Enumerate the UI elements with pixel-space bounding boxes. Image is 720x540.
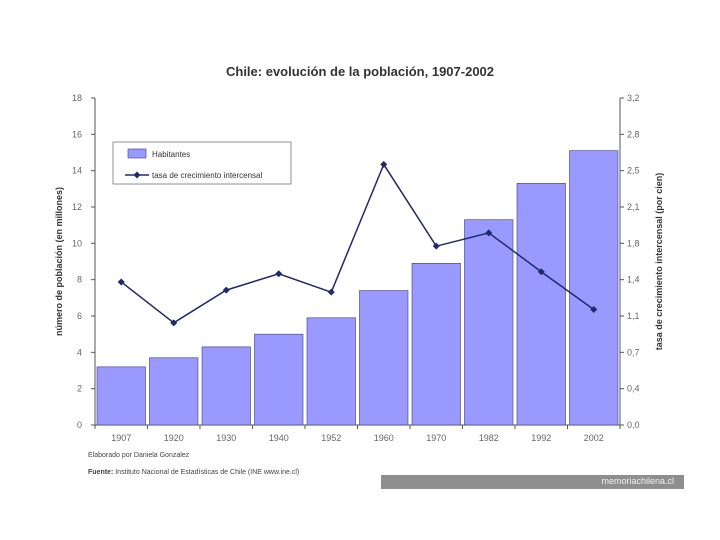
growth-rate-marker — [327, 288, 335, 296]
right-tick-label: 2,8 — [627, 129, 640, 139]
x-tick-label: 1930 — [216, 433, 236, 443]
right-tick-label: 1,8 — [627, 238, 640, 248]
legend-bar-label: Habitantes — [152, 150, 190, 159]
bar — [516, 183, 566, 426]
bar — [149, 357, 199, 426]
x-tick-label: 1952 — [321, 433, 341, 443]
left-tick-label: 14 — [72, 166, 82, 176]
bar — [96, 366, 146, 426]
left-tick-label: 12 — [72, 202, 82, 212]
legend-line-marker — [133, 171, 141, 179]
left-tick-label: 6 — [77, 311, 82, 321]
left-tick-label: 2 — [77, 384, 82, 394]
x-tick-label: 1970 — [426, 433, 446, 443]
x-tick-label: 1940 — [269, 433, 289, 443]
left-tick-label: 10 — [72, 238, 82, 248]
left-tick-label: 18 — [72, 93, 82, 103]
watermark-bar: memoriachilena.cl — [381, 475, 684, 489]
legend-line-label: tasa de crecimiento intercensal — [152, 171, 263, 180]
bar — [254, 333, 304, 426]
bar — [411, 263, 461, 426]
growth-rate-marker — [275, 270, 283, 278]
bar — [464, 219, 514, 426]
left-tick-label: 0 — [77, 420, 82, 430]
x-tick-label: 2002 — [584, 433, 604, 443]
x-tick-label: 1920 — [164, 433, 184, 443]
chart-title: Chile: evolución de la población, 1907-2… — [225, 64, 495, 79]
right-tick-label: 3,2 — [627, 93, 640, 103]
growth-rate-line — [120, 162, 595, 324]
bar — [306, 317, 356, 426]
left-tick-label: 4 — [77, 347, 82, 357]
growth-rate-marker — [485, 229, 493, 237]
bar — [201, 346, 251, 426]
right-tick-label: 0,7 — [627, 347, 640, 357]
right-tick-label: 2,5 — [627, 166, 640, 176]
right-tick-label: 1,4 — [627, 275, 640, 285]
left-tick-label: 8 — [77, 275, 82, 285]
right-tick-label: 0,0 — [627, 420, 640, 430]
right-tick-label: 0,4 — [627, 384, 640, 394]
credit-note: Elaborado por Daniela Gonzalez — [88, 452, 190, 459]
growth-rate-marker — [590, 306, 598, 314]
x-tick-label: 1992 — [531, 433, 551, 443]
source-label: Fuente: — [88, 469, 114, 476]
right-axis-title: tasa de crecimiento intercensal (por cie… — [654, 173, 664, 351]
right-tick-label: 2,1 — [627, 202, 640, 212]
growth-rate-marker — [380, 160, 388, 168]
watermark-text: memoriachilena.cl — [601, 476, 674, 486]
growth-rate-marker — [537, 268, 545, 276]
growth-rate-marker — [432, 242, 440, 250]
legend-bar-swatch — [127, 148, 147, 159]
x-tick-label: 1982 — [479, 433, 499, 443]
growth-rate-marker — [117, 278, 125, 286]
source-text: Instituto Nacional de Estadísticas de Ch… — [115, 469, 300, 476]
left-axis-title: número de población (en millones) — [54, 187, 64, 336]
source-note: Fuente: Instituto Nacional de Estadístic… — [88, 469, 299, 476]
x-tick-label: 1907 — [111, 433, 131, 443]
right-tick-label: 1,1 — [627, 311, 640, 321]
bar — [569, 150, 619, 426]
bar — [359, 290, 409, 426]
left-tick-label: 16 — [72, 129, 82, 139]
growth-rate-marker — [170, 319, 178, 327]
x-tick-label: 1960 — [374, 433, 394, 443]
growth-rate-marker — [222, 286, 230, 294]
